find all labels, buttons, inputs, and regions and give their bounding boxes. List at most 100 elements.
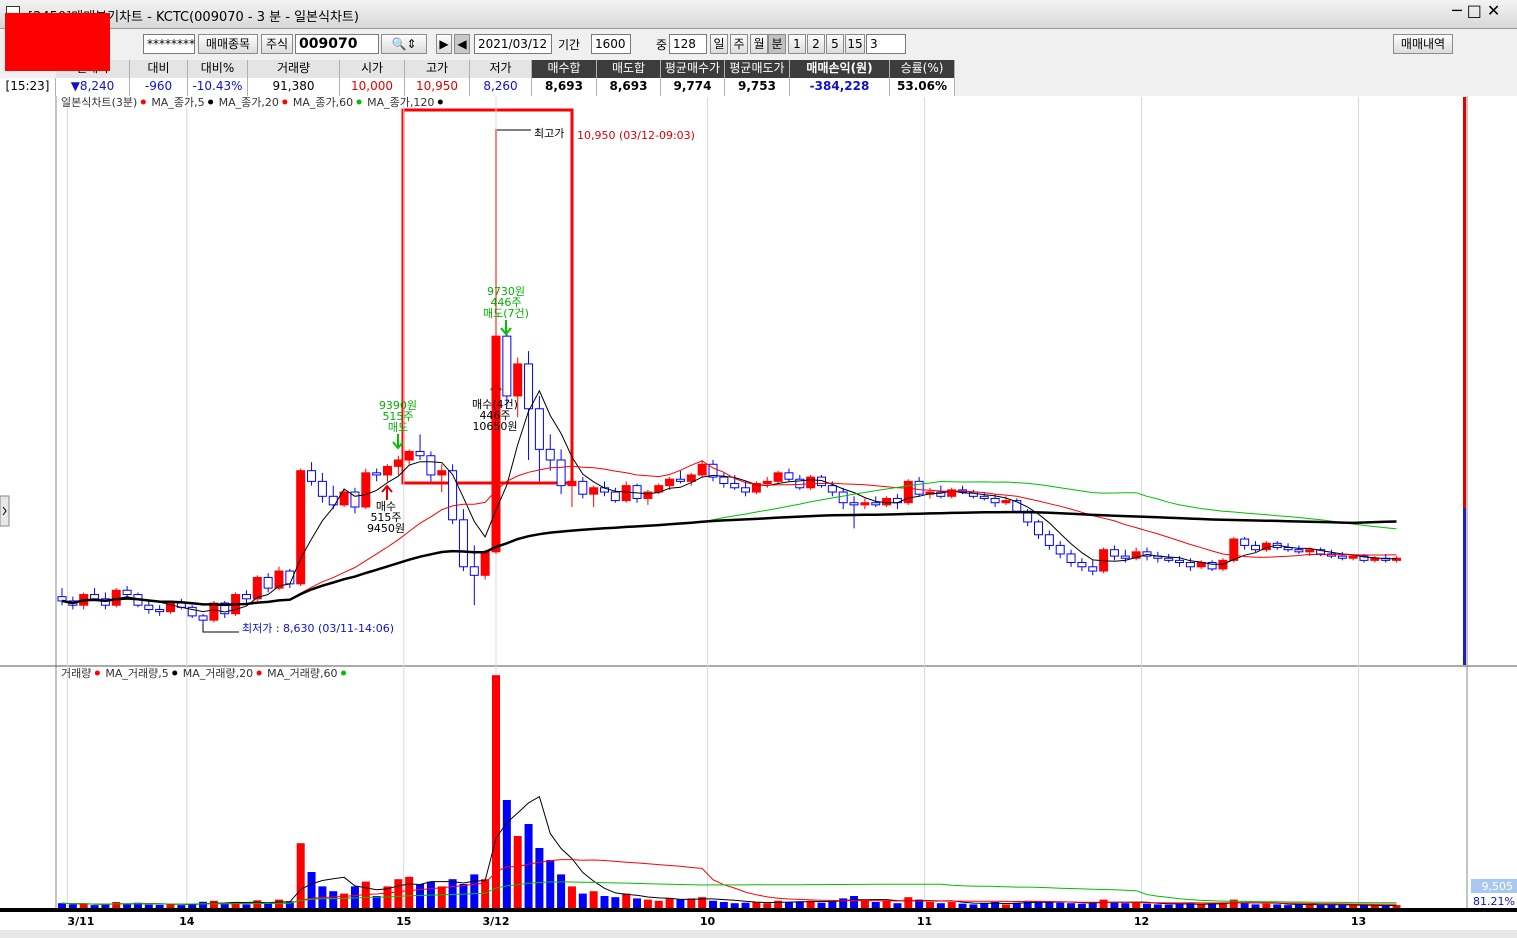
volume-bar xyxy=(405,876,414,908)
candle-body xyxy=(947,489,957,497)
interval-button[interactable]: 5 xyxy=(826,34,844,54)
mid-input[interactable]: 128 xyxy=(669,34,707,54)
candle-body xyxy=(1337,555,1347,559)
candle-body xyxy=(708,463,718,478)
interval-button[interactable]: 2 xyxy=(807,34,825,54)
candle-body xyxy=(1088,566,1098,572)
candle-body xyxy=(545,448,555,461)
date-input[interactable]: 2021/03/12 xyxy=(474,34,552,54)
code-input[interactable]: 009070 xyxy=(295,34,379,54)
interval-button[interactable]: 분 xyxy=(768,34,786,54)
legend-dot xyxy=(94,670,100,676)
volume-bar xyxy=(904,897,913,908)
next-button[interactable]: ▶ xyxy=(436,34,452,54)
volume-bar xyxy=(1273,904,1282,908)
header-cell: 거래량 xyxy=(248,60,340,78)
volume-bar xyxy=(936,903,945,908)
volume-bar xyxy=(1240,902,1249,908)
header-cell: 평균매수가 xyxy=(661,60,725,78)
volume-bar xyxy=(850,896,859,908)
volume-bar xyxy=(209,900,218,908)
volume-bar xyxy=(502,800,511,908)
candle-body xyxy=(1359,555,1369,561)
prev-button[interactable]: ◀ xyxy=(454,34,470,54)
mid-label: 중 xyxy=(656,38,668,52)
candle-body xyxy=(90,594,100,600)
volume-bar xyxy=(1381,905,1390,908)
candle-body xyxy=(730,482,740,489)
candle-body xyxy=(1164,557,1174,561)
volume-bar xyxy=(79,903,88,908)
ma-line xyxy=(61,510,1397,607)
window-controls[interactable]: ─ □ ✕ xyxy=(1452,1,1501,20)
header-cell: 매매손익(원) xyxy=(790,60,890,78)
volume-bar xyxy=(1153,904,1162,908)
volume-bar xyxy=(166,904,175,908)
candle-body xyxy=(589,487,599,495)
history-button[interactable]: 매매내역 xyxy=(1393,34,1453,54)
search-tools[interactable]: 🔍⇕ xyxy=(381,34,427,54)
volume-bar xyxy=(665,898,674,908)
volume-bar xyxy=(1305,904,1314,908)
candle-body xyxy=(610,491,620,502)
trade-item-button[interactable]: 매매종목 xyxy=(198,34,258,54)
market-button[interactable]: 주식 xyxy=(261,34,293,54)
volume-bar xyxy=(1208,903,1217,908)
volume-bar xyxy=(112,902,121,908)
candle-body xyxy=(383,465,392,476)
interval-button[interactable]: 주 xyxy=(730,34,748,54)
x-tick-label: 14 xyxy=(179,915,195,928)
redaction xyxy=(5,13,110,71)
interval-button[interactable]: 15 xyxy=(845,34,865,54)
period-label: 기간 xyxy=(558,38,581,52)
volume-bar xyxy=(350,886,359,908)
volume-ma-line xyxy=(61,881,1397,905)
value-cell: -10.43% xyxy=(188,78,248,96)
volume-bar xyxy=(893,903,902,908)
legend-entry: MA_종가,60 xyxy=(293,96,353,109)
candle-body xyxy=(393,459,403,467)
volume-bar xyxy=(806,900,815,908)
volume-bar xyxy=(177,905,186,908)
volume-bar xyxy=(557,874,566,908)
candle-body xyxy=(307,470,317,482)
header-cell: 매도합 xyxy=(597,60,661,78)
interval-button[interactable]: 1 xyxy=(788,34,806,54)
password-input[interactable]: ******** xyxy=(143,34,195,54)
candle-body xyxy=(968,491,978,497)
volume-bar xyxy=(253,900,262,908)
volume-bar xyxy=(1175,904,1184,908)
legend-entry: MA_거래량,60 xyxy=(267,667,337,680)
volume-bar xyxy=(1186,903,1195,908)
trade-text: 매수(4건) xyxy=(472,398,518,411)
period-input[interactable]: 1600 xyxy=(591,34,631,54)
volume-bar xyxy=(470,874,479,908)
sell-arrow xyxy=(392,434,404,450)
candle-body xyxy=(372,472,382,476)
candle-body xyxy=(404,450,414,461)
volume-bar xyxy=(687,898,696,908)
candle-body xyxy=(437,470,447,476)
candle-body xyxy=(936,491,946,497)
position-bar-blue xyxy=(1463,508,1466,665)
interval-button[interactable]: 월 xyxy=(750,34,768,54)
side-tab[interactable] xyxy=(0,495,10,527)
candle-body xyxy=(578,480,588,495)
volume-bar xyxy=(622,893,631,908)
candle-body xyxy=(241,594,251,600)
volume-bar xyxy=(307,872,316,908)
candle-body xyxy=(491,335,501,553)
volume-bar xyxy=(90,905,99,908)
volume-bar xyxy=(1001,904,1010,908)
candle-body xyxy=(871,502,881,506)
interval-button[interactable]: 일 xyxy=(710,34,728,54)
candle-body xyxy=(914,480,924,495)
minute-input[interactable]: 3 xyxy=(866,34,906,54)
candle-body xyxy=(686,474,696,482)
value-cell: 9,753 xyxy=(725,78,790,96)
highlight-box xyxy=(401,108,574,485)
volume-bar xyxy=(264,903,273,908)
candle-body xyxy=(1370,557,1380,561)
volume-bar xyxy=(1262,903,1271,908)
